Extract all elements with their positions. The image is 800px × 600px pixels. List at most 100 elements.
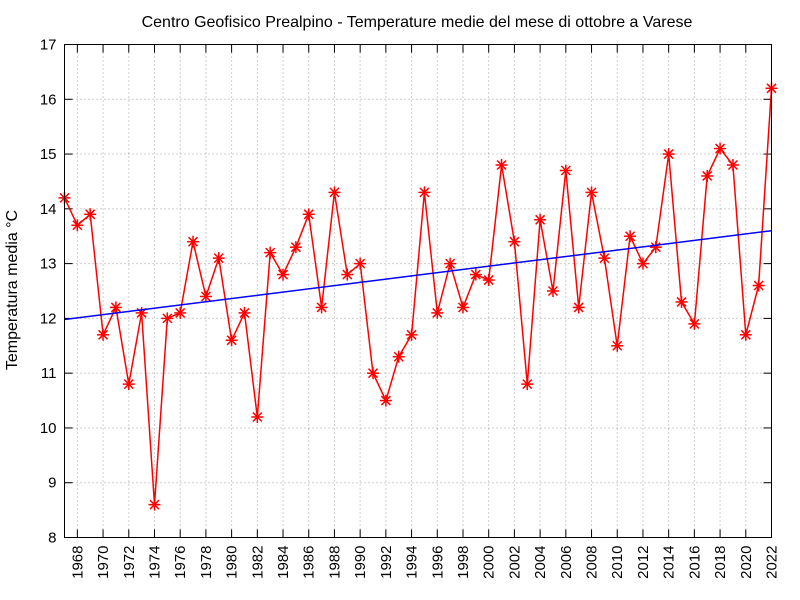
x-tick-label: 1972 (121, 546, 138, 579)
data-point (264, 246, 277, 259)
data-point (559, 164, 572, 177)
data-point (675, 295, 688, 308)
data-point (174, 306, 187, 319)
y-tick-label: 11 (41, 365, 57, 382)
chart-title: Centro Geofisico Prealpino - Temperature… (142, 14, 693, 31)
data-point (302, 208, 315, 221)
y-tick-label: 16 (40, 91, 57, 108)
data-point (662, 148, 675, 161)
x-tick-label: 2004 (532, 546, 549, 579)
data-point (649, 241, 662, 254)
y-tick-label: 17 (40, 37, 57, 54)
x-tick-label: 1990 (352, 546, 369, 579)
data-point (122, 378, 135, 391)
data-point (624, 230, 637, 243)
x-tick-label: 2010 (609, 546, 626, 579)
data-point (84, 208, 97, 221)
x-tick-label: 1984 (275, 546, 292, 579)
series-line-1 (64, 229, 772, 321)
x-tick-label: 2000 (481, 546, 498, 579)
x-tick-label: 2022 (764, 546, 781, 579)
data-point (148, 498, 161, 511)
data-point (187, 235, 200, 248)
data-point (109, 301, 122, 314)
x-tick-label: 1994 (404, 546, 421, 579)
x-tick-label: 1978 (198, 546, 215, 579)
data-point (585, 186, 598, 199)
y-tick-label: 10 (40, 420, 57, 437)
data-point (726, 159, 739, 172)
y-tick-label: 14 (40, 201, 57, 218)
data-point (714, 142, 727, 155)
data-point (71, 219, 84, 232)
x-tick-label: 2020 (738, 546, 755, 579)
x-tick-label: 1998 (455, 546, 472, 579)
data-point (431, 306, 444, 319)
data-point (598, 252, 611, 265)
x-tick-label: 2002 (506, 546, 523, 579)
x-tick-label: 2008 (584, 546, 601, 579)
y-tick-label: 12 (40, 310, 57, 327)
data-point (251, 410, 264, 423)
y-axis-ticks: 8 9 10 11 12 13 14 15 16 17 (40, 37, 772, 547)
data-point (508, 235, 521, 248)
data-point (379, 394, 392, 407)
data-point (739, 328, 752, 341)
data-point (752, 279, 765, 292)
plot-series (58, 82, 778, 511)
x-tick-label: 1988 (326, 546, 343, 579)
data-point (636, 257, 649, 270)
x-tick-label: 2014 (661, 546, 678, 579)
data-point (701, 169, 714, 182)
data-point (341, 268, 354, 281)
data-point (212, 252, 225, 265)
data-point (199, 290, 212, 303)
data-point (444, 257, 457, 270)
data-point (611, 339, 624, 352)
data-point (315, 301, 328, 314)
x-axis-ticks: 1968 1970 1972 1974 1976 1978 1980 1982 1984 1986… (69, 44, 781, 579)
data-point (225, 334, 238, 347)
x-tick-label: 1980 (224, 546, 241, 579)
data-point (405, 328, 418, 341)
y-tick-label: 8 (48, 530, 56, 547)
data-point (469, 268, 482, 281)
data-point (688, 317, 701, 330)
data-point (97, 328, 110, 341)
x-tick-label: 1976 (172, 546, 189, 579)
data-point (546, 285, 559, 297)
data-point (238, 306, 251, 319)
y-tick-label: 13 (40, 256, 57, 273)
data-point (354, 257, 367, 270)
data-point (418, 186, 431, 199)
data-point (367, 367, 380, 380)
data-point (161, 312, 174, 325)
data-point (277, 268, 290, 281)
x-tick-label: 1996 (429, 546, 446, 579)
data-point (572, 301, 585, 314)
data-point (495, 159, 508, 172)
data-point (392, 350, 405, 363)
data-point (328, 186, 341, 199)
x-tick-label: 1986 (301, 546, 318, 579)
x-tick-label: 2012 (635, 546, 652, 579)
x-tick-label: 2006 (558, 546, 575, 579)
data-point (482, 274, 495, 287)
y-axis-label: Temperatura media °C (4, 210, 21, 370)
grid (64, 44, 772, 538)
x-tick-label: 1982 (249, 546, 266, 579)
plot-frame (64, 44, 772, 538)
x-tick-label: 1970 (95, 546, 112, 579)
data-point (521, 378, 534, 391)
data-point (534, 213, 547, 226)
y-tick-label: 9 (48, 475, 56, 492)
x-tick-label: 1974 (146, 546, 163, 579)
data-point (456, 301, 469, 314)
y-tick-label: 15 (40, 146, 57, 163)
x-tick-label: 1968 (69, 546, 86, 579)
data-point (289, 241, 302, 254)
x-tick-label: 2016 (686, 546, 703, 579)
x-tick-label: 1992 (378, 546, 395, 579)
x-tick-label: 2018 (712, 546, 729, 579)
